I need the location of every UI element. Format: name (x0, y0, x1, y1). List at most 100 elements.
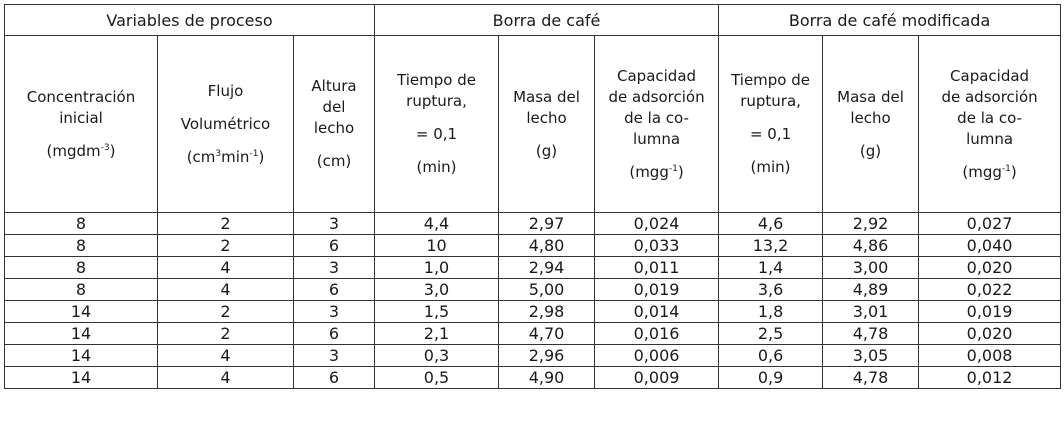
table-cell: 2,5 (718, 322, 824, 345)
table-cell: 0,024 (594, 212, 720, 235)
table-cell: 2 (157, 234, 294, 257)
table-cell: 0,022 (918, 278, 1062, 301)
header-line: de la co- (624, 108, 689, 127)
table-cell: 14 (4, 322, 158, 345)
table-cell: 2,92 (822, 212, 920, 235)
table-cell: 2,1 (374, 322, 500, 345)
table-cell: 0,6 (718, 344, 824, 367)
header-unit: (mgdm-3) (46, 141, 116, 160)
table-cell: 0,011 (594, 256, 720, 279)
table-cell: 0,016 (594, 322, 720, 345)
data-table: Variables de proceso Borra de café Borra… (3, 4, 1062, 389)
table-cell: 0,012 (918, 366, 1062, 389)
header-line: lecho (526, 108, 567, 127)
table-cell: 4,90 (498, 366, 596, 389)
table-cell: 4,80 (498, 234, 596, 257)
table-cell: 0,008 (918, 344, 1062, 367)
table-cell: 6 (292, 278, 376, 301)
table-row: 14 4 6 0,5 4,90 0,009 0,9 4,78 0,012 (4, 366, 1062, 389)
table-cell: 14 (4, 366, 158, 389)
header-line: de adsorción (941, 87, 1038, 106)
header-line: Flujo (207, 81, 244, 100)
col-header-adsorption-capacity: Capacidad de adsorción de la co- lumna (… (594, 35, 720, 213)
table-cell: 6 (292, 366, 376, 389)
header-line: = 0,1 (749, 125, 792, 143)
group-header-row: Variables de proceso Borra de café Borra… (3, 4, 1062, 36)
table-cell: 2,94 (498, 256, 596, 279)
table-row: 14 2 6 2,1 4,70 0,016 2,5 4,78 0,020 (4, 322, 1062, 345)
header-unit: (cm) (316, 152, 352, 170)
col-header-bed-height: Altura del lecho (cm) (292, 35, 376, 213)
header-line: ruptura, (740, 92, 801, 110)
header-line: lumna (633, 129, 681, 148)
header-line: Masa del (837, 87, 904, 106)
table-cell: 8 (4, 212, 158, 235)
table-cell: 2 (157, 322, 294, 345)
group-header-modified-coffee-grounds: Borra de café modificada (718, 4, 1062, 36)
column-header-row: Concentración inicial (mgdm-3) Flujo Vol… (4, 35, 1062, 213)
table-cell: 4,6 (718, 212, 824, 235)
table-cell: 0,9 (718, 366, 824, 389)
table-cell: 10 (374, 234, 500, 257)
table-cell: 1,4 (718, 256, 824, 279)
header-line: lecho (313, 119, 355, 137)
table-cell: 4 (157, 278, 294, 301)
table-cell: 6 (292, 234, 376, 257)
table-cell: 2 (157, 212, 294, 235)
header-line: Altura (311, 77, 357, 95)
header-unit: (min) (750, 158, 791, 176)
header-line: ruptura, (406, 92, 467, 110)
table-cell: 5,00 (498, 278, 596, 301)
table-row: 8 4 3 1,0 2,94 0,011 1,4 3,00 0,020 (4, 256, 1062, 279)
header-unit: (min) (416, 158, 457, 176)
header-line: lumna (966, 129, 1014, 148)
header-unit: (mgg-1) (629, 162, 684, 181)
table-cell: 4,70 (498, 322, 596, 345)
table-cell: 4 (157, 344, 294, 367)
table-cell: 4,89 (822, 278, 920, 301)
table-cell: 4,4 (374, 212, 500, 235)
table-cell: 0,020 (918, 256, 1062, 279)
table-cell: 4,78 (822, 366, 920, 389)
table-cell: 6 (292, 322, 376, 345)
table-cell: 2,98 (498, 300, 596, 323)
header-unit: (g) (535, 141, 558, 160)
header-line: Volumétrico (180, 114, 271, 133)
table-row: 14 4 3 0,3 2,96 0,006 0,6 3,05 0,008 (4, 344, 1062, 367)
col-header-breakthrough-time: Tiempo de ruptura, = 0,1 (min) (374, 35, 500, 213)
table-cell: 4,78 (822, 322, 920, 345)
header-line: Capacidad (617, 66, 697, 85)
table-cell: 0,027 (918, 212, 1062, 235)
table-cell: 0,5 (374, 366, 500, 389)
table-cell: 3 (292, 344, 376, 367)
table-cell: 0,033 (594, 234, 720, 257)
header-unit: (g) (859, 141, 882, 160)
col-header-bed-mass: Masa del lecho (g) (498, 35, 596, 213)
group-header-coffee-grounds: Borra de café (374, 4, 720, 36)
table-cell: 3,0 (374, 278, 500, 301)
table-cell: 2 (157, 300, 294, 323)
table-cell: 0,014 (594, 300, 720, 323)
table-cell: 0,019 (918, 300, 1062, 323)
table-cell: 3,00 (822, 256, 920, 279)
col-header-concentration: Concentración inicial (mgdm-3) (4, 35, 158, 213)
header-line: Capacidad (950, 66, 1030, 85)
table-cell: 3 (292, 256, 376, 279)
header-line: Concentración (26, 87, 136, 106)
table-cell: 0,020 (918, 322, 1062, 345)
header-line: lecho (850, 108, 891, 127)
table-cell: 4 (157, 366, 294, 389)
table-cell: 8 (4, 234, 158, 257)
table-cell: 3,05 (822, 344, 920, 367)
table-row: 8 4 6 3,0 5,00 0,019 3,6 4,89 0,022 (4, 278, 1062, 301)
col-header-flow: Flujo Volumétrico (cm3min-1) (157, 35, 294, 213)
table-cell: 3,6 (718, 278, 824, 301)
table-row: 14 2 3 1,5 2,98 0,014 1,8 3,01 0,019 (4, 300, 1062, 323)
table-cell: 3 (292, 212, 376, 235)
table-cell: 0,006 (594, 344, 720, 367)
header-line: del (322, 98, 346, 116)
table-cell: 4,86 (822, 234, 920, 257)
table-row: 8 2 3 4,4 2,97 0,024 4,6 2,92 0,027 (4, 212, 1062, 235)
table-cell: 0,3 (374, 344, 500, 367)
col-header-adsorption-capacity-modified: Capacidad de adsorción de la co- lumna (… (918, 35, 1062, 213)
